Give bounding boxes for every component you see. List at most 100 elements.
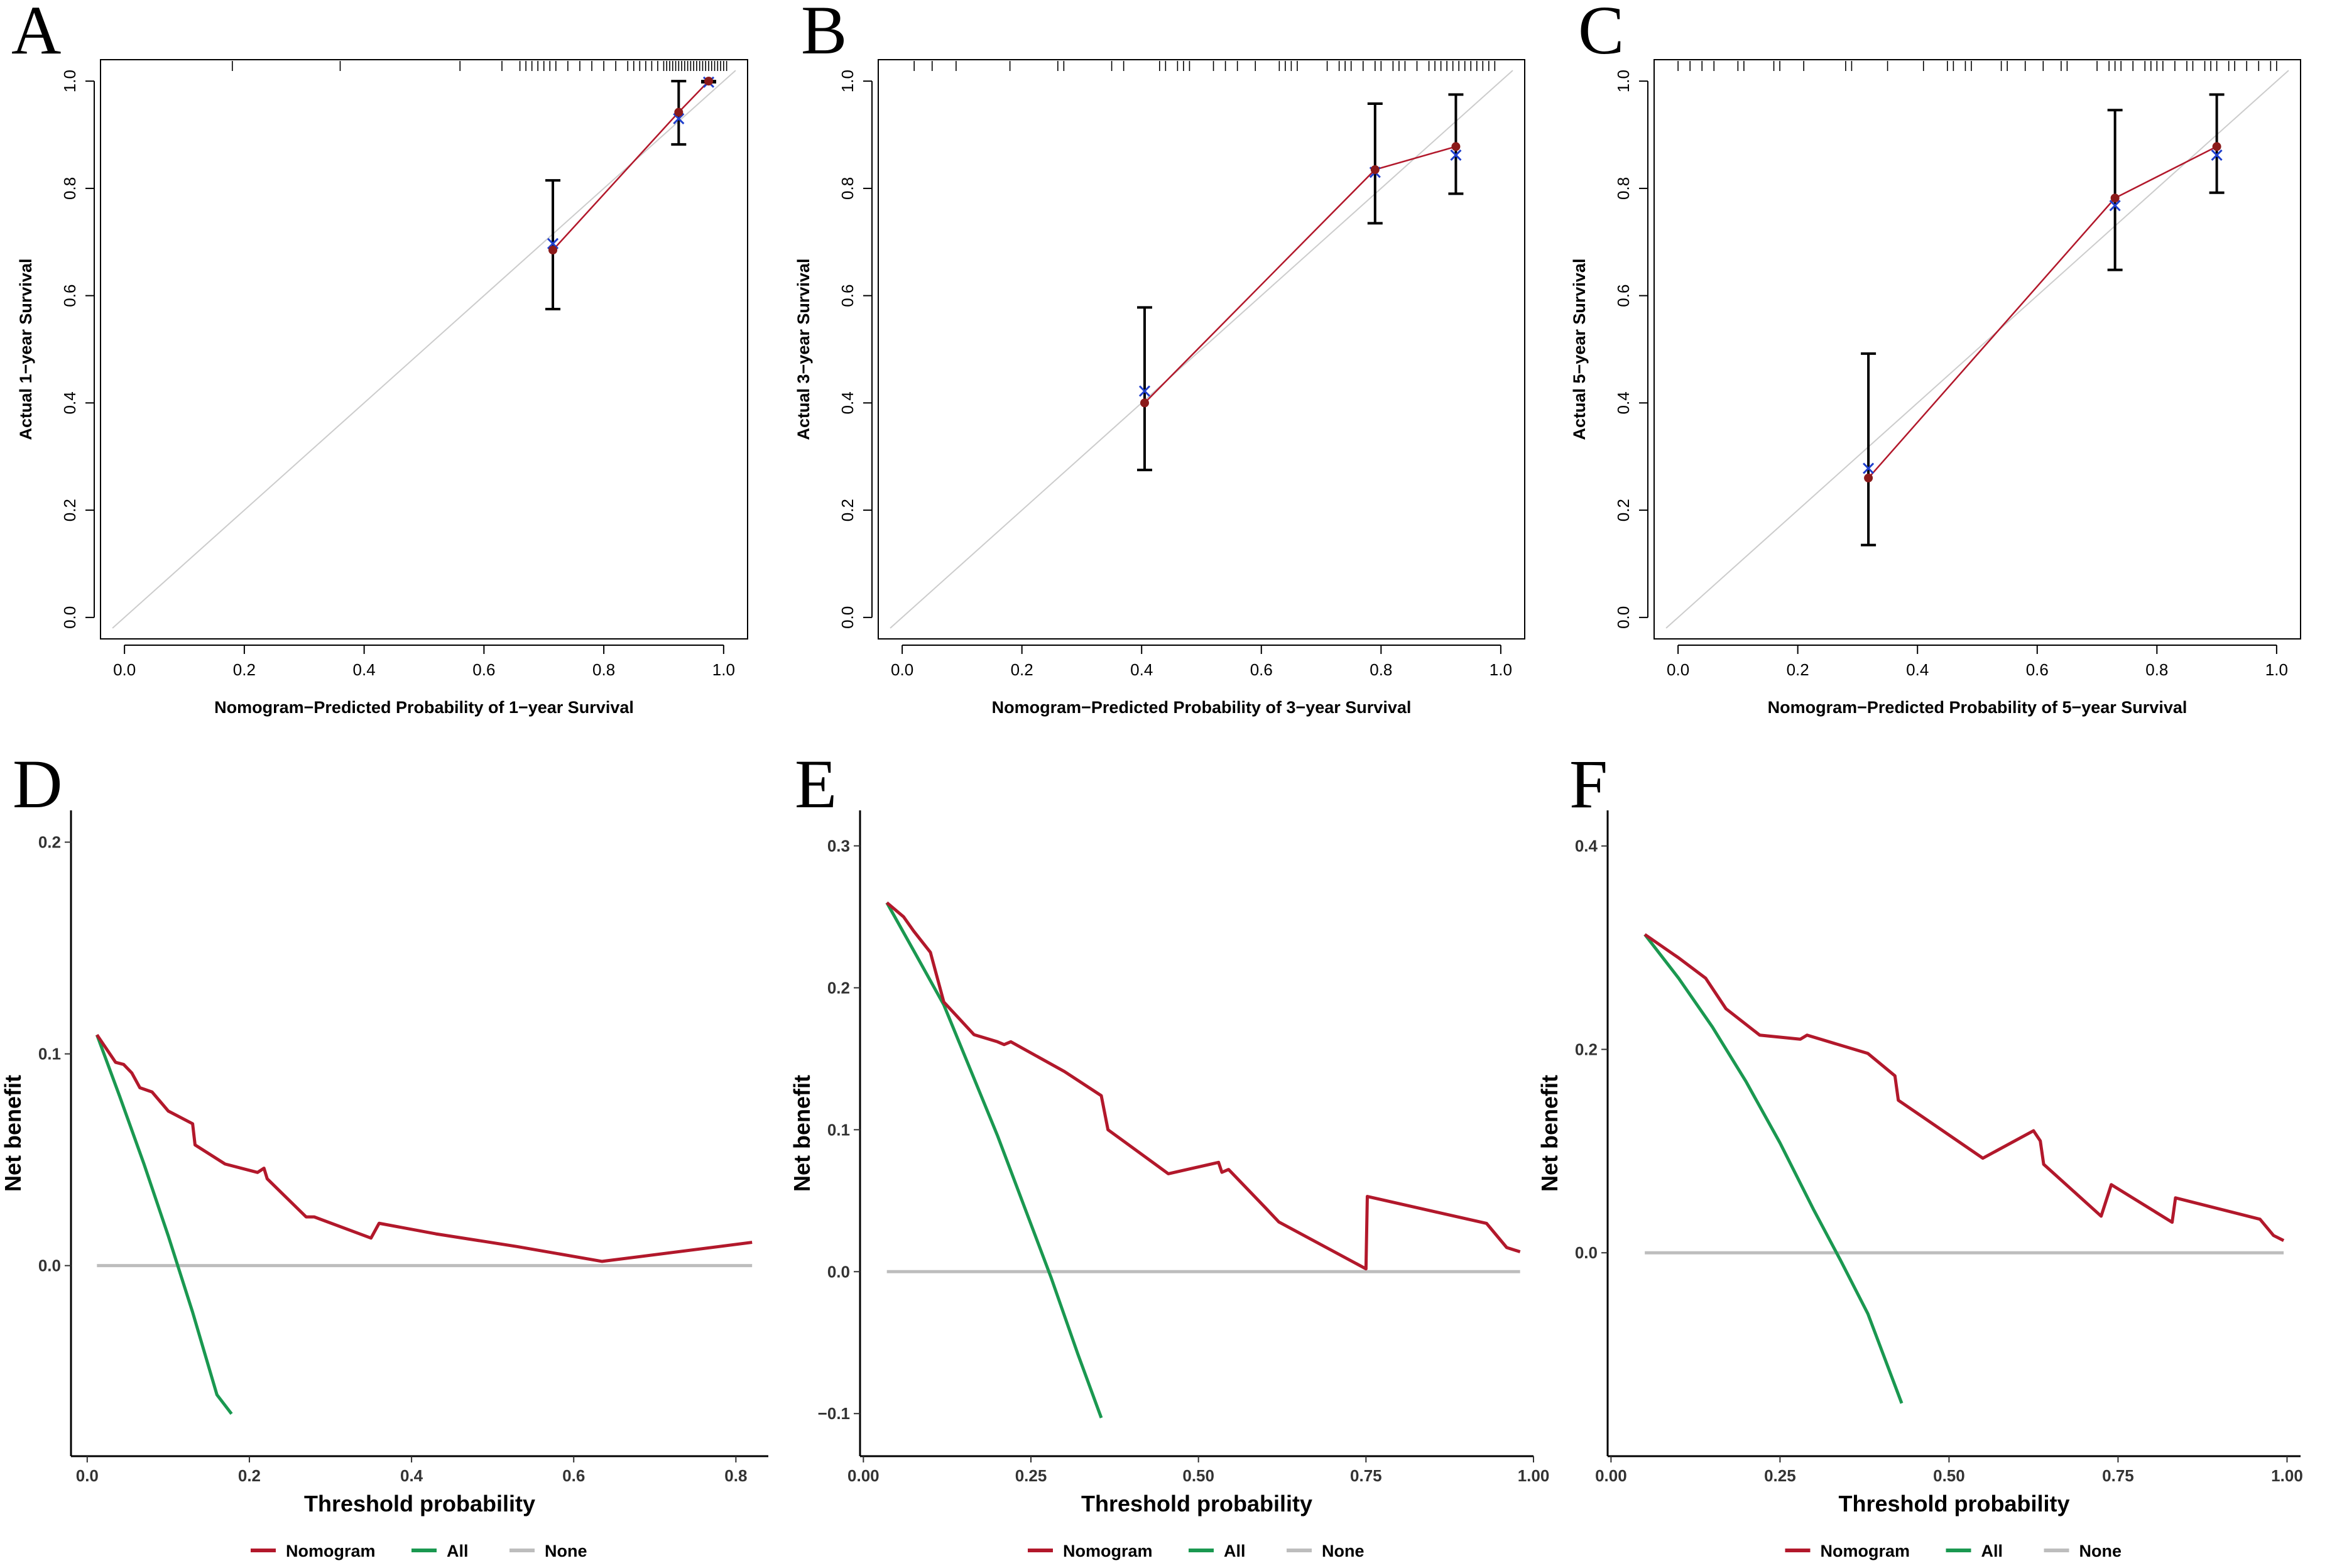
panel-letter: D — [13, 746, 62, 822]
y-tick-label: 0.2 — [827, 978, 850, 997]
panel-letter: F — [1569, 746, 1608, 822]
y-tick-label: 0.2 — [60, 499, 79, 521]
x-tick-label: 0.75 — [2102, 1466, 2134, 1485]
legend-label-all: All — [447, 1542, 469, 1560]
y-tick-label: 0.1 — [827, 1120, 850, 1139]
y-axis-title: Net benefit — [789, 1075, 815, 1192]
plot-frame — [100, 59, 748, 640]
x-tick-label: 0.00 — [847, 1466, 880, 1485]
ideal-line — [1665, 70, 2289, 629]
observed-point — [1864, 473, 1873, 482]
series-line-all — [885, 901, 1103, 1418]
calibration-line — [552, 80, 709, 251]
legend-label-none: None — [2079, 1542, 2122, 1560]
x-axis-title: Nomogram−Predicted Probability of 5−year… — [1768, 698, 2187, 717]
y-tick-label: 0.2 — [1614, 499, 1633, 521]
x-tick-label: 0.0 — [113, 660, 136, 679]
x-tick-label: 0.2 — [1787, 660, 1809, 679]
x-tick-label: 0.4 — [1130, 660, 1153, 679]
corrected-point — [1450, 149, 1462, 161]
y-axis-title: Actual 3−year Survival — [794, 259, 813, 440]
x-tick-label: 0.25 — [1015, 1466, 1047, 1485]
y-tick-label: 0.6 — [60, 285, 79, 307]
calibration-line — [1868, 146, 2218, 479]
x-tick-label: 0.2 — [238, 1466, 261, 1485]
x-tick-label: 0.2 — [1011, 660, 1033, 679]
plot-frame — [1653, 59, 2301, 640]
x-tick-label: 0.2 — [233, 660, 256, 679]
x-tick-label: 0.0 — [76, 1466, 99, 1485]
observed-point — [704, 77, 714, 86]
y-tick-label: 0.1 — [38, 1045, 61, 1064]
x-tick-label: 0.4 — [400, 1466, 423, 1485]
y-tick-label: 0.8 — [1614, 177, 1633, 200]
series-line-nomogram — [886, 901, 1521, 1271]
y-tick-label: 0.4 — [1575, 837, 1598, 856]
calibration-panel-b: B 0.0 0.2 0.4 0.6 0.8 1.0 0.0 0.2 0.4 0.6 0.8 1.0 Nom… — [794, 0, 1525, 717]
x-tick-label: 0.00 — [1595, 1466, 1627, 1485]
calibration-line — [1144, 146, 1456, 404]
y-tick-label: 0.0 — [827, 1262, 850, 1281]
panel-letter: B — [801, 0, 847, 68]
x-tick-label: 1.0 — [712, 660, 735, 679]
observed-point — [1451, 142, 1461, 151]
y-tick-label: 0.2 — [838, 499, 857, 521]
y-axis-title: Net benefit — [1537, 1075, 1562, 1192]
y-tick-label: 1.0 — [60, 70, 79, 92]
x-axis-title: Threshold probability — [304, 1491, 535, 1516]
x-axis-title: Nomogram−Predicted Probability of 3−year… — [992, 698, 1412, 717]
decision-curve-panel-d: D 0.0 0.2 0.4 0.6 0.8 0.0 0.1 0.2 Threshold proba… — [0, 746, 768, 1560]
x-tick-label: 0.6 — [2026, 660, 2049, 679]
x-tick-label: 0.8 — [724, 1466, 747, 1485]
legend-label-none: None — [1322, 1542, 1365, 1560]
corrected-point — [1138, 385, 1151, 397]
legend-label-nomogram: Nomogram — [286, 1542, 376, 1560]
y-axis-title: Actual 5−year Survival — [1570, 259, 1589, 440]
y-tick-label: 0.4 — [1614, 391, 1633, 414]
legend-label-all: All — [1224, 1542, 1246, 1560]
x-tick-label: 0.50 — [1182, 1466, 1214, 1485]
y-tick-label: 0.4 — [838, 391, 857, 414]
corrected-point — [673, 112, 685, 124]
series-line-all — [1643, 933, 1904, 1404]
ideal-line — [112, 70, 736, 629]
x-tick-label: 0.75 — [1350, 1466, 1382, 1485]
y-tick-label: 0.8 — [60, 177, 79, 200]
panel-letter: C — [1578, 0, 1624, 68]
observed-point — [1370, 165, 1380, 175]
y-tick-label: 1.0 — [1614, 70, 1633, 92]
panel-letter: E — [795, 746, 837, 822]
corrected-point — [2211, 149, 2223, 161]
x-tick-label: 0.6 — [1250, 660, 1273, 679]
x-tick-label: 1.00 — [2271, 1466, 2303, 1485]
observed-point — [674, 107, 684, 117]
x-tick-label: 0.8 — [2145, 660, 2168, 679]
x-tick-label: 1.0 — [2265, 660, 2288, 679]
legend: Nomogram All None — [1785, 1542, 2122, 1560]
x-axis-title: Threshold probability — [1081, 1491, 1312, 1516]
y-tick-label: 0.6 — [838, 285, 857, 307]
x-tick-label: 1.00 — [1518, 1466, 1550, 1485]
decision-curve-panel-f: F 0.00 0.25 0.50 0.75 1.00 0.0 0.2 0.4 Threshold … — [1537, 746, 2303, 1560]
decision-curve-panel-e: E 0.00 0.25 0.50 0.75 1.00 −0.1 0.0 0.1 0.2 0.3 Thr… — [789, 746, 1549, 1560]
x-tick-label: 0.25 — [1764, 1466, 1796, 1485]
observed-point — [548, 246, 558, 255]
observed-point — [2110, 193, 2120, 203]
y-tick-label: 0.2 — [1575, 1040, 1598, 1059]
corrected-point — [2109, 200, 2121, 212]
calibration-panel-a: A 0.0 0.2 0.4 0.6 0.8 1.0 0.0 0.2 0.4 0.6 0.8 1.0 Nom… — [11, 0, 748, 717]
y-tick-label: 0.0 — [838, 606, 857, 629]
legend: Nomogram All None — [1028, 1542, 1365, 1560]
y-tick-label: 0.0 — [60, 606, 79, 629]
x-tick-label: 0.50 — [1933, 1466, 1965, 1485]
x-axis-title: Nomogram−Predicted Probability of 1−year… — [214, 698, 634, 717]
x-tick-label: 0.4 — [1906, 660, 1929, 679]
series-line-nomogram — [95, 1033, 753, 1263]
corrected-point — [1863, 462, 1875, 474]
y-axis-title: Net benefit — [0, 1075, 26, 1192]
y-tick-label: 0.0 — [1575, 1243, 1598, 1262]
corrected-point — [547, 237, 559, 249]
x-tick-label: 0.4 — [353, 660, 376, 679]
x-tick-label: 0.0 — [891, 660, 913, 679]
